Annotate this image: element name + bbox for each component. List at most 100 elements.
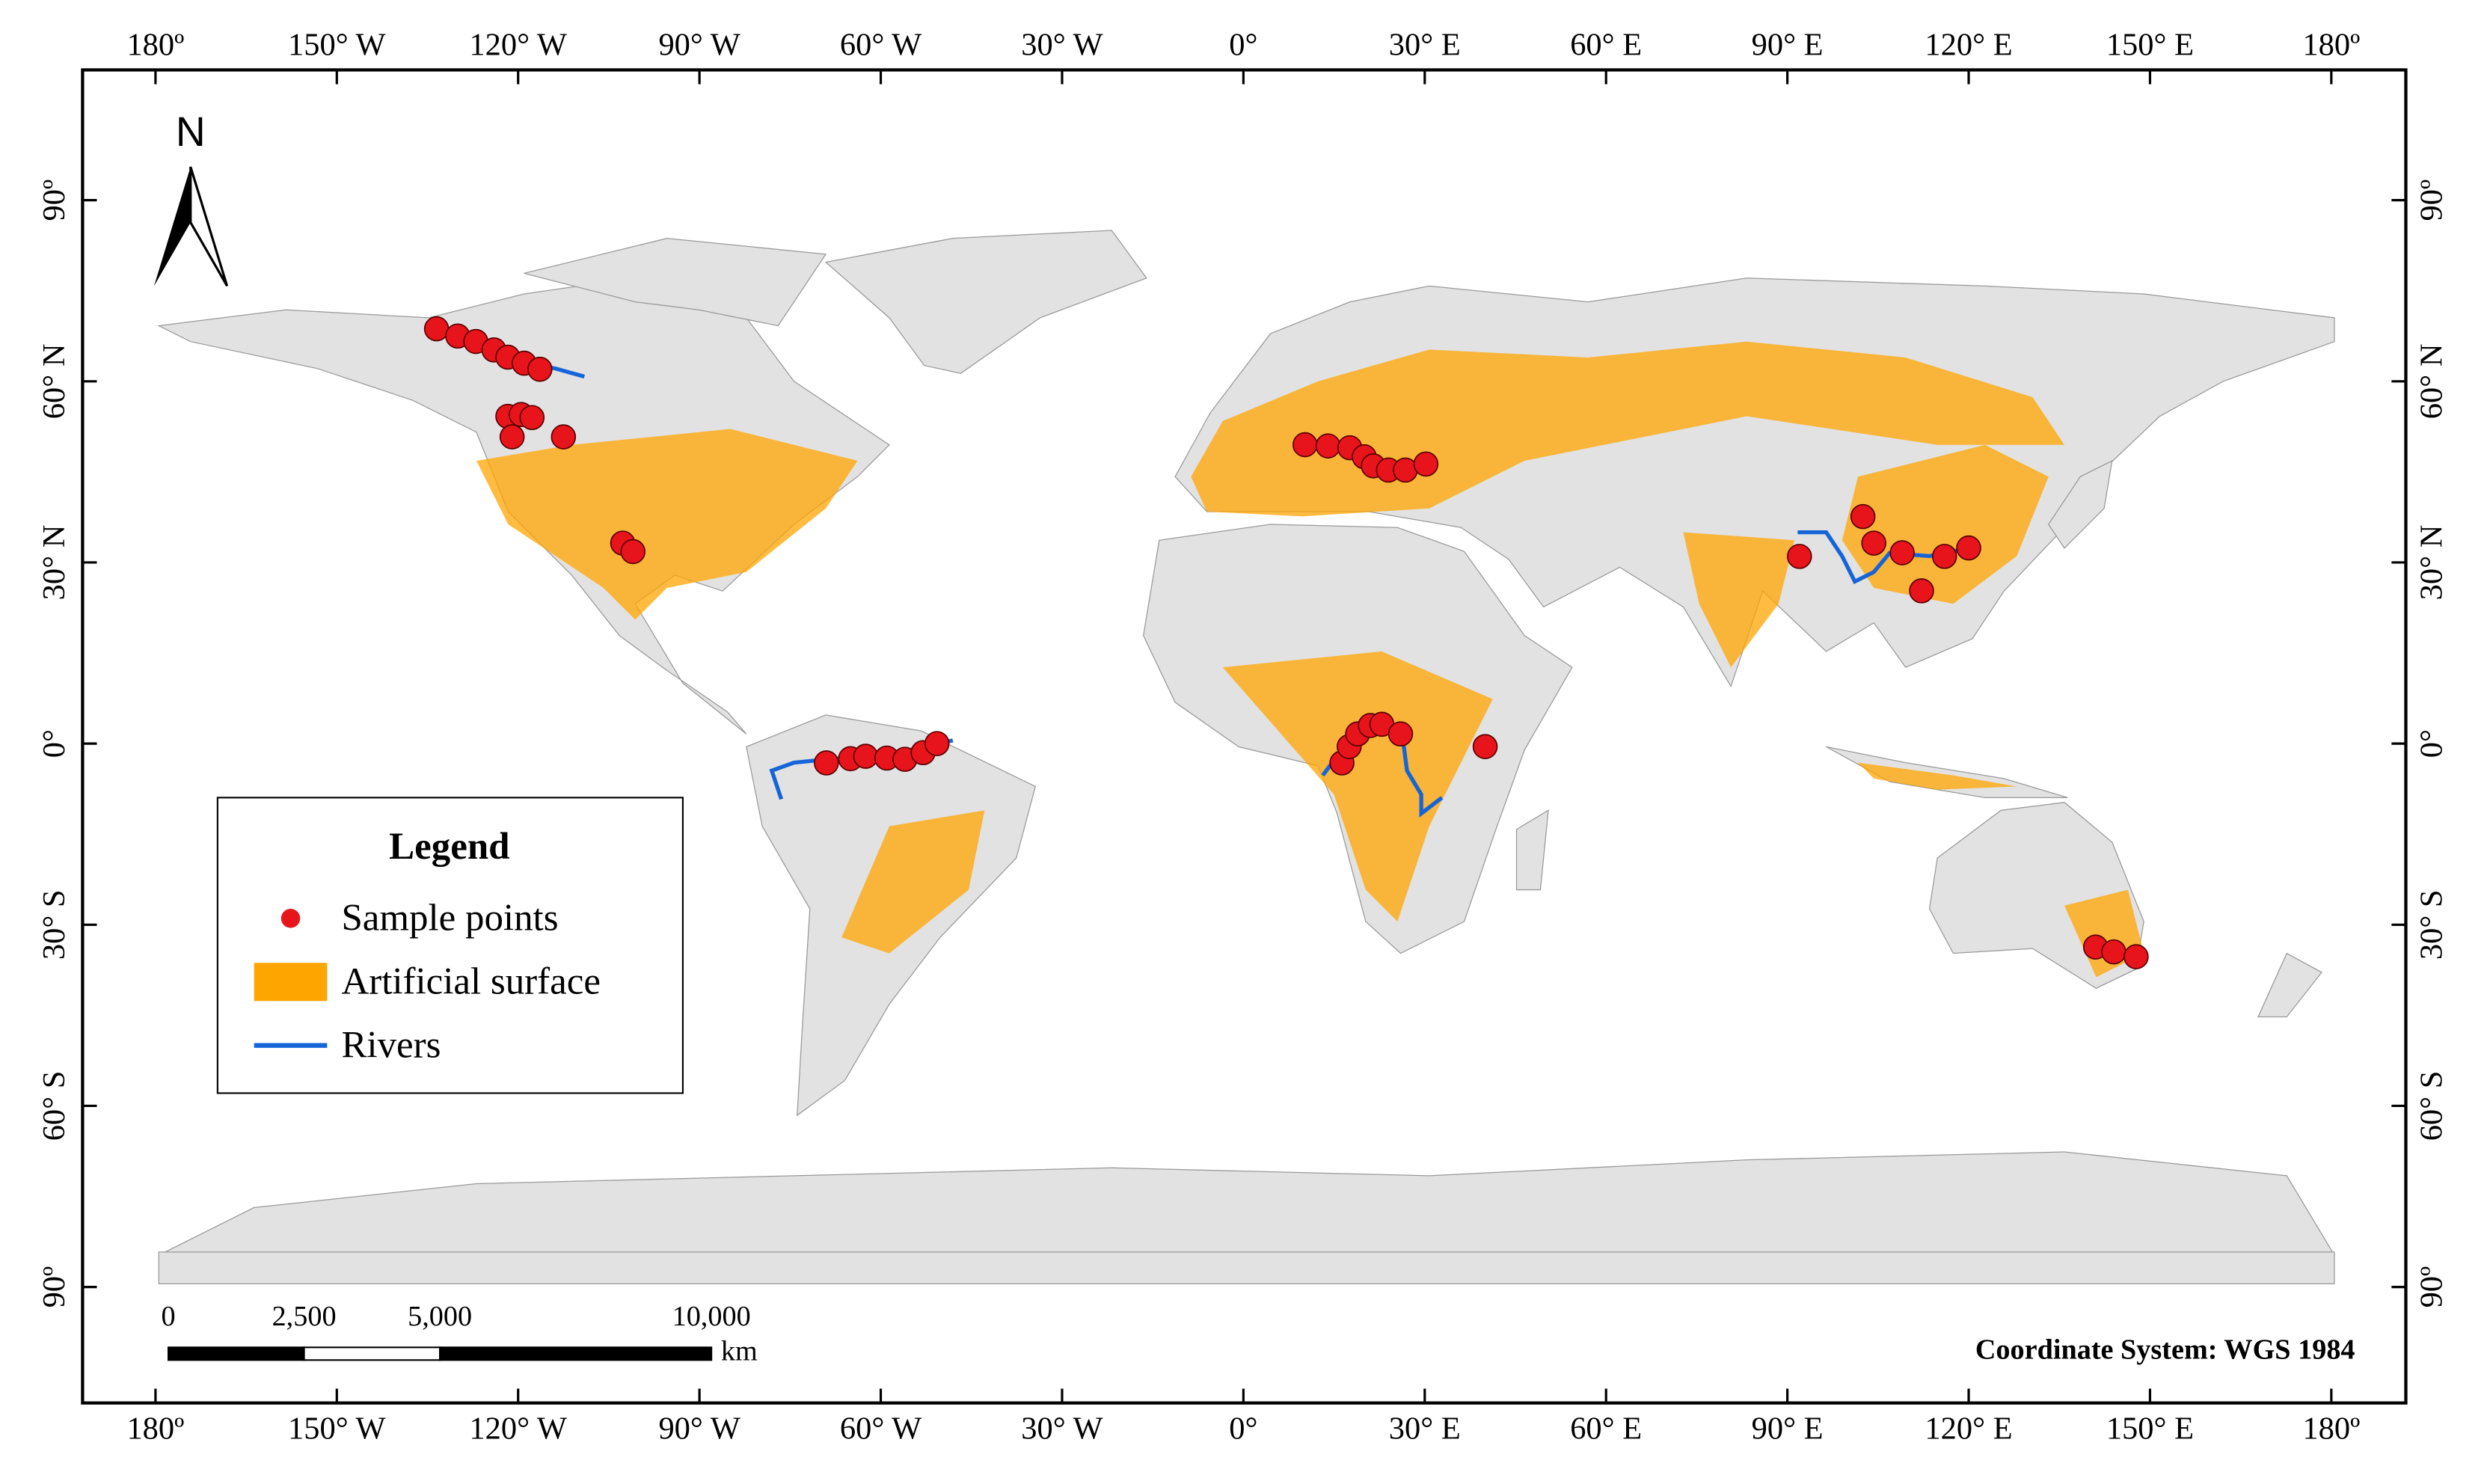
lon-label: 180º <box>126 1411 184 1447</box>
madagascar <box>1515 809 1549 891</box>
new-zealand <box>2257 952 2322 1018</box>
lon-label: 150° W <box>288 1411 386 1447</box>
scale-label: 0 <box>161 1301 175 1332</box>
antarctica-base <box>158 1251 2335 1284</box>
greenland <box>824 230 1147 374</box>
scale-bar: 0 2,500 5,000 10,000 km <box>161 1301 757 1367</box>
lon-label: 90° E <box>1752 1411 1824 1447</box>
lat-label: 90º <box>37 180 72 221</box>
north-label: N <box>176 108 206 155</box>
lon-label: 120° E <box>1925 1411 2012 1447</box>
lon-label: 60° W <box>840 27 922 62</box>
coordinate-system: Coordinate System: WGS 1984 <box>1975 1334 2355 1365</box>
sample-point <box>2123 944 2149 969</box>
north-arrow-left <box>153 167 191 286</box>
sample-point <box>814 750 839 776</box>
lat-label: 0° <box>2414 729 2449 758</box>
sample-point <box>1889 540 1915 565</box>
lat-label: 60° N <box>2414 343 2449 419</box>
lon-label: 60° W <box>840 1411 922 1447</box>
sample-point <box>519 405 545 431</box>
scale-label: 5,000 <box>408 1301 472 1332</box>
lon-label: 120° E <box>1925 27 2012 62</box>
scale-segment <box>303 1346 441 1361</box>
sample-point <box>1861 530 1886 556</box>
sample-point <box>423 316 450 342</box>
north-arrow: N <box>153 108 229 287</box>
lat-label: 90º <box>2414 180 2449 221</box>
arctic-islands <box>524 237 827 327</box>
sample-point <box>551 424 577 450</box>
urban-south-america <box>841 810 985 954</box>
sample-point <box>1787 544 1812 569</box>
lat-label: 90º <box>2414 1266 2449 1308</box>
scale-unit: km <box>721 1336 758 1367</box>
lon-label: 60° E <box>1570 1411 1642 1447</box>
lat-label: 0° <box>37 729 72 758</box>
lon-label: 60° E <box>1570 27 1642 62</box>
sample-point <box>1387 721 1414 746</box>
sample-point <box>1413 451 1439 477</box>
japan <box>2048 459 2113 549</box>
sample-point <box>1956 535 1981 561</box>
lat-label: 30° S <box>2414 889 2449 960</box>
legend: Legend Sample points Artificial surface … <box>216 797 684 1094</box>
sample-point <box>1315 433 1341 459</box>
lat-label: 90º <box>37 1266 72 1308</box>
urban-east-asia <box>1842 444 2049 604</box>
scale-segment <box>439 1346 713 1361</box>
lon-label: 0° <box>1229 27 1257 62</box>
scale-label: 2,500 <box>272 1301 337 1332</box>
graticule-ticks: 180º 180º 150° W 150° W 120° W 120° W 90° W 90°… <box>37 27 2449 1446</box>
scale-label: 10,000 <box>672 1301 751 1332</box>
sample-point <box>1850 503 1876 530</box>
lon-label: 90° W <box>658 1411 740 1447</box>
lon-label: 0° <box>1229 1411 1257 1447</box>
lon-label: 30° W <box>1021 1411 1103 1447</box>
lon-label: 30° W <box>1021 27 1103 62</box>
lon-label: 150° E <box>2106 1411 2194 1447</box>
sample-points <box>423 316 2149 969</box>
legend-surface-swatch <box>254 963 328 1002</box>
legend-item: Artificial surface <box>341 961 600 1003</box>
river-yangtze <box>1797 530 1970 585</box>
lon-label: 150° E <box>2106 27 2194 62</box>
sample-point <box>1472 734 1498 759</box>
lon-label: 90° E <box>1752 27 1824 62</box>
urban-north-america <box>476 429 858 620</box>
lon-label: 180º <box>126 27 184 62</box>
lat-label: 60° S <box>2414 1071 2449 1141</box>
sample-point <box>527 356 553 382</box>
lon-label: 180º <box>2302 27 2360 62</box>
legend-item: Rivers <box>341 1025 441 1067</box>
urban-southeast-asia <box>1858 762 2017 790</box>
sample-point <box>1292 432 1318 458</box>
lon-label: 150° W <box>288 27 386 62</box>
lat-label: 30° N <box>37 525 72 601</box>
lat-label: 30° N <box>2414 525 2449 601</box>
lon-label: 90° W <box>658 27 740 62</box>
lon-label: 120° W <box>469 1411 567 1447</box>
north-arrow-right <box>189 166 229 287</box>
sample-point <box>620 539 646 565</box>
legend-title: Legend <box>389 826 509 868</box>
sample-point <box>924 731 950 756</box>
sample-point <box>2101 939 2126 965</box>
lat-label: 30° S <box>37 889 72 960</box>
scale-segment <box>167 1346 305 1361</box>
urban-africa <box>1222 651 1493 922</box>
sample-point <box>1931 544 1957 569</box>
lat-label: 60° S <box>37 1071 72 1141</box>
urban-south-asia <box>1683 532 1795 668</box>
legend-point-swatch <box>280 909 301 928</box>
sample-point <box>499 424 525 450</box>
lon-label: 180º <box>2302 1411 2360 1447</box>
lon-label: 120° W <box>469 27 567 62</box>
sample-point <box>853 743 879 769</box>
lon-label: 30° E <box>1389 27 1461 62</box>
lon-label: 30° E <box>1389 1411 1461 1447</box>
legend-item: Sample points <box>341 898 558 939</box>
lat-label: 60° N <box>37 343 72 419</box>
